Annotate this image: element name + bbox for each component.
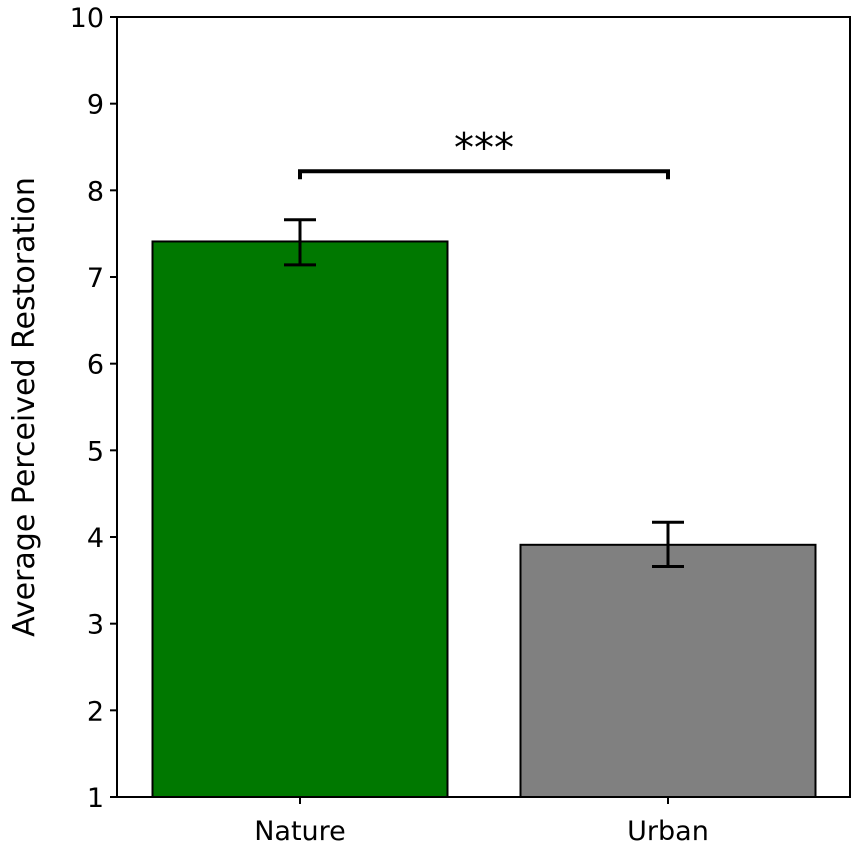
x-tick-label: Nature	[254, 816, 346, 847]
significance-bracket	[298, 169, 670, 180]
y-tick-label: 9	[87, 90, 104, 121]
bar-nature	[151, 240, 449, 798]
x-tick-label: Urban	[627, 816, 709, 847]
y-tick-label: 5	[87, 436, 104, 467]
plot-frame	[116, 16, 851, 798]
y-tick-label: 3	[87, 610, 104, 641]
y-tick-label: 8	[87, 176, 104, 207]
error-bar-nature	[284, 218, 316, 267]
y-axis-label: Average Perceived Restoration	[7, 177, 42, 637]
y-tick-label: 4	[87, 523, 104, 554]
y-tick-label: 1	[87, 783, 104, 814]
bar-urban	[519, 543, 817, 798]
y-tick-label: 10	[70, 3, 104, 34]
y-tick-label: 7	[87, 263, 104, 294]
significance-stars: ***	[454, 125, 514, 171]
y-tick-label: 2	[87, 696, 104, 727]
y-tick-label: 6	[87, 350, 104, 381]
error-bar-urban	[652, 520, 684, 568]
